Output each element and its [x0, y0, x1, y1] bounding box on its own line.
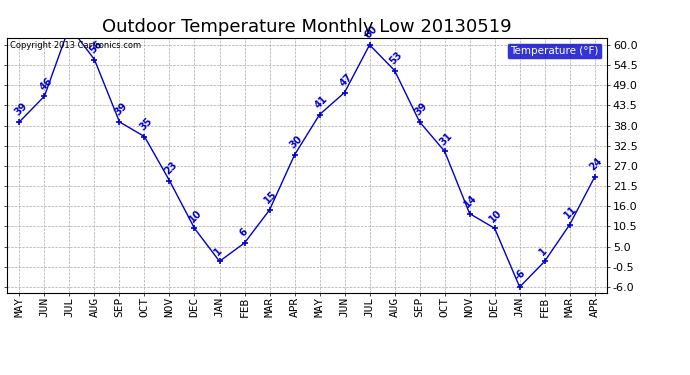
Text: 24: 24 [588, 156, 604, 173]
Text: 30: 30 [288, 134, 304, 151]
Text: 47: 47 [337, 72, 354, 88]
Legend: Temperature (°F): Temperature (°F) [507, 43, 602, 59]
Text: 46: 46 [37, 75, 54, 92]
Text: 31: 31 [437, 130, 454, 147]
Text: 39: 39 [12, 101, 29, 118]
Text: 60: 60 [363, 24, 380, 40]
Text: 41: 41 [313, 94, 329, 110]
Text: 23: 23 [163, 160, 179, 176]
Text: 6: 6 [237, 227, 249, 239]
Text: 39: 39 [413, 101, 429, 118]
Text: 15: 15 [263, 189, 279, 206]
Text: 53: 53 [388, 50, 404, 66]
Text: 11: 11 [563, 204, 580, 220]
Text: 35: 35 [137, 116, 154, 132]
Text: 10: 10 [188, 207, 204, 224]
Text: 14: 14 [463, 193, 480, 210]
Text: -6: -6 [513, 268, 527, 283]
Text: Copyright 2013 Cartronics.com: Copyright 2013 Cartronics.com [10, 41, 141, 50]
Text: 39: 39 [112, 101, 129, 118]
Text: 56: 56 [88, 39, 104, 56]
Text: 10: 10 [488, 207, 504, 224]
Title: Outdoor Temperature Monthly Low 20130519: Outdoor Temperature Monthly Low 20130519 [102, 18, 512, 36]
Text: 65: 65 [0, 374, 1, 375]
Text: 1: 1 [538, 245, 549, 257]
Text: 1: 1 [213, 245, 224, 257]
